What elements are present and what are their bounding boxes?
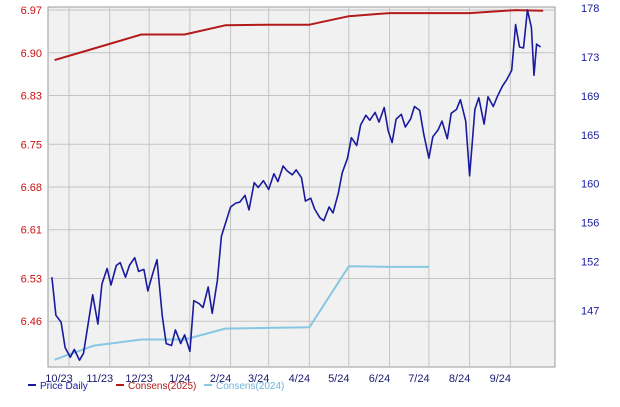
x-tick-label: 9/24 bbox=[490, 373, 511, 385]
left-axis-tick-label: 6.75 bbox=[21, 139, 42, 151]
right-axis-tick-label: 147 bbox=[581, 305, 599, 317]
right-axis-tick-label: 173 bbox=[581, 52, 599, 64]
legend-label: Price Daily bbox=[40, 381, 88, 392]
x-tick-label: 12/23 bbox=[125, 373, 153, 385]
legend-label: Consens(2024) bbox=[216, 381, 284, 392]
x-tick-label: 5/24 bbox=[328, 373, 349, 385]
right-axis-tick-label: 165 bbox=[581, 130, 599, 142]
right-axis-tick-label: 152 bbox=[581, 257, 599, 269]
left-axis-tick-label: 6.83 bbox=[21, 90, 42, 102]
left-axis-tick-label: 6.90 bbox=[21, 48, 42, 60]
left-axis-tick-label: 6.53 bbox=[21, 274, 42, 286]
x-tick-label: 2/24 bbox=[210, 373, 231, 385]
series-line-price-daily bbox=[51, 9, 542, 361]
axes-layer: 10/23 11/23 12/23 1/24 2/24 3/24 4/24 5/24 6/24 7… bbox=[21, 3, 600, 385]
right-axis-tick-label: 178 bbox=[581, 3, 599, 15]
x-tick-label: 3/24 bbox=[248, 373, 269, 385]
legend-label: Consens(2025) bbox=[128, 381, 196, 392]
x-tick-label: 7/24 bbox=[408, 373, 429, 385]
series-line-consens-2024 bbox=[54, 265, 429, 361]
x-tick-label: 8/24 bbox=[449, 373, 470, 385]
left-axis-tick-label: 6.97 bbox=[21, 5, 42, 17]
legend: Price Daily Consens(2025) Consens(2024) bbox=[28, 381, 284, 392]
series-line-consens-2025 bbox=[54, 9, 544, 62]
gridlines bbox=[48, 7, 555, 367]
x-tick-label: 4/24 bbox=[289, 373, 310, 385]
right-axis-tick-label: 160 bbox=[581, 179, 599, 191]
left-axis-tick-label: 6.46 bbox=[21, 316, 42, 328]
series-layer bbox=[51, 9, 544, 361]
left-axis-tick-label: 6.68 bbox=[21, 182, 42, 194]
left-axis-tick-label: 6.61 bbox=[21, 225, 42, 237]
x-tick-label: 6/24 bbox=[369, 373, 390, 385]
right-axis-tick-label: 156 bbox=[581, 218, 599, 230]
x-tick-label: 10/23 bbox=[45, 373, 73, 385]
x-tick-label: 11/23 bbox=[86, 373, 113, 385]
x-tick-label: 1/24 bbox=[169, 373, 190, 385]
right-axis-tick-label: 169 bbox=[581, 91, 599, 103]
